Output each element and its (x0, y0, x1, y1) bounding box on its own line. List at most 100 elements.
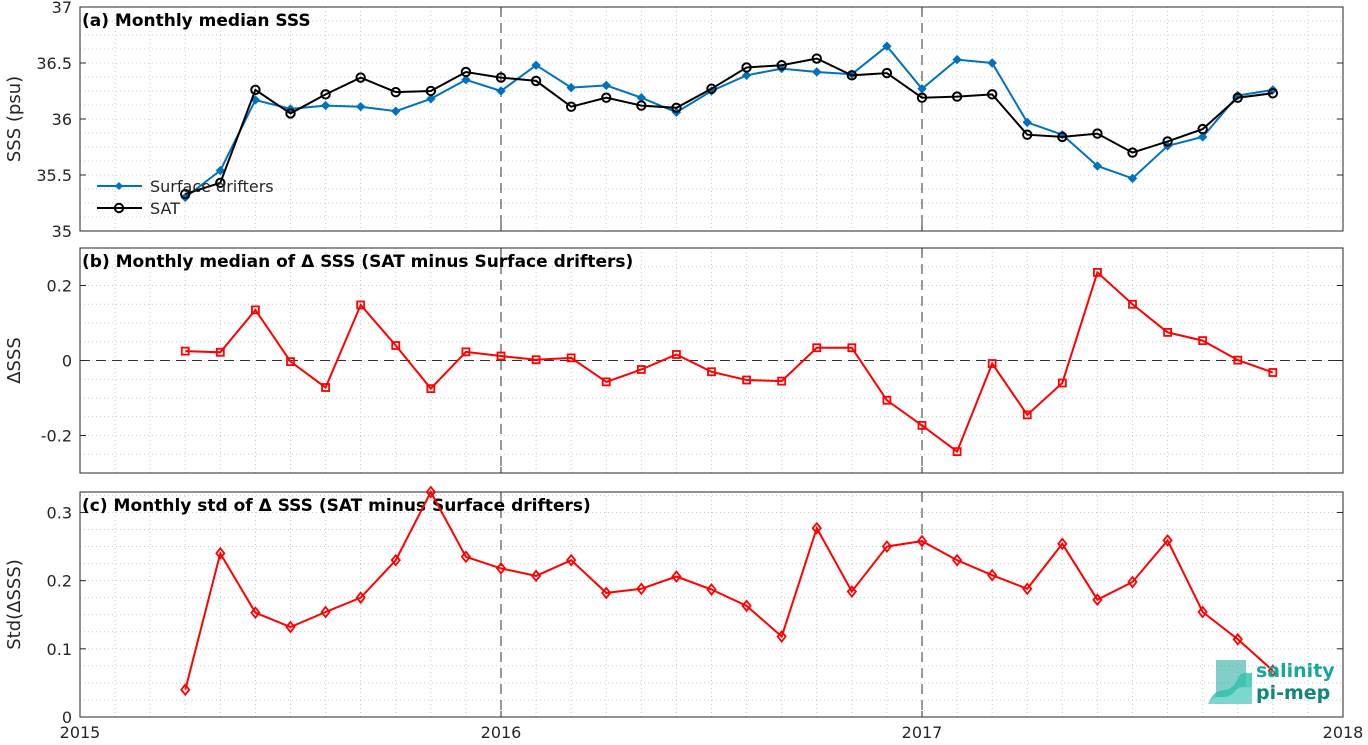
legend-marker (113, 202, 125, 214)
legend-label: Surface drifters (150, 177, 274, 196)
data-point (987, 58, 997, 68)
data-point (426, 94, 436, 104)
series-line (184, 44, 1273, 199)
data-point (741, 599, 752, 613)
y-tick-label: 0.2 (47, 277, 72, 296)
data-point (495, 72, 507, 83)
legend: Surface drifters SAT (97, 177, 274, 218)
data-point (461, 75, 471, 85)
data-point (636, 100, 647, 111)
y-tick-label: -0.2 (41, 427, 72, 446)
data-point (426, 384, 436, 394)
data-point (776, 630, 787, 643)
data-point (180, 188, 191, 200)
y-tick-label: 36 (52, 110, 72, 129)
data-point (1267, 88, 1279, 99)
data-point (1022, 129, 1033, 140)
data-point (1093, 267, 1102, 277)
data-point (812, 343, 822, 353)
data-point (1127, 147, 1138, 158)
data-point (917, 420, 927, 430)
legend-marker (115, 182, 123, 190)
panel-c-std-delta-sss: 0 0.1 0.2 0.3 2015 2016 2017 2018 Std(ΔSSS) (c) M… (4, 485, 1364, 742)
data-point (356, 300, 366, 310)
data-point (1127, 173, 1138, 184)
data-point (355, 72, 366, 83)
data-point (425, 85, 437, 97)
data-point (530, 75, 542, 87)
data-point (1057, 131, 1068, 143)
data-point (671, 102, 682, 114)
data-point (812, 67, 822, 77)
y-axis-label: Std(ΔSSS) (4, 559, 25, 650)
data-point (741, 62, 752, 73)
data-point (846, 585, 857, 598)
data-point (601, 92, 612, 103)
x-tick-label: 2016 (481, 723, 522, 742)
data-point (250, 606, 261, 620)
y-tick-label: 35 (52, 222, 72, 241)
data-point (355, 101, 366, 112)
data-point (1267, 664, 1278, 678)
y-axis-label: ΔSSS (4, 337, 25, 384)
data-point (1092, 593, 1103, 607)
data-point (987, 359, 997, 368)
x-tick-label: 2018 (1323, 723, 1364, 742)
panel-title: (c) Monthly std of Δ SSS (SAT minus Surf… (82, 496, 591, 516)
panel-a-median-sss: 35 35.5 36 36.5 37 SSS (psu) (a) Monthly media… (4, 0, 1344, 241)
y-tick-label: 0 (62, 352, 72, 371)
data-point (566, 553, 577, 567)
series-line (185, 270, 1274, 454)
y-tick-label: 36.5 (36, 54, 72, 73)
y-tick-label: 0.3 (47, 503, 72, 522)
data-point (847, 343, 857, 353)
logo-waves-icon (1208, 660, 1252, 704)
data-point (952, 447, 962, 457)
data-point (1022, 582, 1033, 596)
data-point (1233, 355, 1243, 365)
grid (80, 492, 1343, 717)
data-point (425, 485, 436, 499)
data-point (390, 553, 401, 567)
y-tick-label: 0.1 (47, 640, 72, 659)
data-point (671, 570, 682, 583)
data-point (1232, 632, 1243, 646)
panel-b-median-delta-sss: -0.2 0 0.2 ΔSSS (b) Monthly median of Δ SSS … (4, 247, 1344, 474)
y-tick-label: 0.2 (47, 572, 72, 591)
data-point (882, 41, 892, 51)
data-point (741, 70, 752, 81)
salinity-pi-mep-logo: salinity pi-mep (1208, 660, 1335, 704)
y-tick-label: 35.5 (36, 166, 72, 185)
legend-label: SAT (150, 199, 180, 218)
data-point (636, 365, 646, 374)
data-point (390, 86, 401, 98)
data-point (215, 546, 226, 560)
data-point (250, 84, 261, 96)
logo-text-pi-mep: pi-mep (1256, 682, 1330, 704)
series-sat (180, 53, 1279, 200)
data-point (530, 569, 542, 583)
data-point (881, 540, 893, 553)
data-point (180, 683, 191, 697)
data-point (180, 346, 190, 356)
data-point (1268, 368, 1278, 377)
x-tick-label: 2017 (902, 723, 943, 742)
data-point (391, 341, 401, 350)
data-point (531, 355, 541, 365)
data-point (916, 534, 928, 548)
data-point (951, 91, 963, 102)
data-point (881, 67, 893, 79)
data-point (1022, 117, 1032, 128)
data-point (707, 367, 716, 377)
data-point (951, 553, 963, 567)
data-point (286, 357, 295, 367)
data-point (601, 586, 612, 600)
panel-title: (a) Monthly median SSS (82, 11, 311, 31)
data-point (215, 177, 226, 189)
data-point (285, 108, 296, 119)
data-point (882, 395, 892, 405)
y-tick-label: 0 (62, 708, 72, 727)
data-point (987, 568, 998, 582)
data-point (1092, 161, 1103, 171)
